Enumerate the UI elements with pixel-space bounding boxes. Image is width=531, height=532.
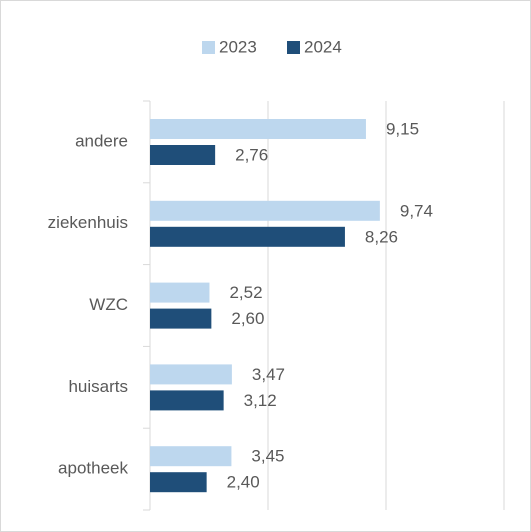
y-tick-label: ziekenhuis	[48, 213, 128, 232]
bar	[150, 282, 210, 303]
data-label: 3,45	[251, 447, 284, 466]
y-tick-label: huisarts	[68, 377, 128, 396]
data-label: 2,76	[235, 145, 268, 164]
data-label: 2,52	[229, 283, 262, 302]
y-tick-label: apotheek	[58, 459, 128, 478]
bar	[150, 446, 232, 467]
bar	[150, 390, 224, 411]
legend-label: 2023	[219, 37, 257, 56]
data-label: 3,12	[244, 391, 277, 410]
data-label: 2,60	[231, 309, 264, 328]
data-label: 9,15	[386, 119, 419, 138]
bar	[150, 119, 366, 139]
bar	[150, 145, 216, 165]
legend-label: 2024	[304, 37, 342, 56]
bar	[150, 364, 232, 385]
bar	[150, 200, 380, 221]
bar	[150, 308, 212, 329]
bar	[150, 472, 207, 493]
data-label: 3,47	[252, 365, 285, 384]
data-label: 2,40	[227, 473, 260, 492]
y-tick-label: WZC	[89, 295, 128, 314]
bar	[150, 226, 345, 247]
data-label: 8,26	[365, 227, 398, 246]
y-tick-label: andere	[75, 131, 128, 150]
legend-swatch	[287, 41, 300, 54]
data-label: 9,74	[400, 201, 433, 220]
legend-swatch	[202, 41, 215, 54]
